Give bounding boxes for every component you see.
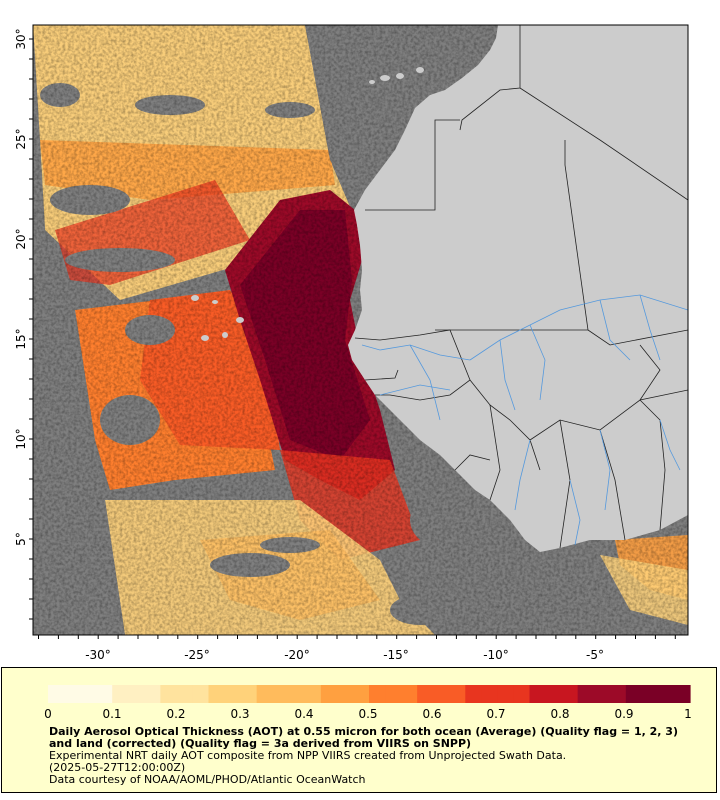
colorbar-step — [304, 685, 322, 703]
colorbar-step — [465, 685, 482, 703]
colorbar-step — [673, 685, 691, 703]
colorbar-step — [320, 685, 338, 703]
caption-source: Experimental NRT daily AOT composite fro… — [49, 749, 567, 762]
y-tick-label: 20° — [14, 228, 28, 249]
x-tick-label: -10° — [483, 648, 509, 662]
colorbar-tick-label: 0.6 — [422, 707, 441, 721]
x-tick-label: -15° — [383, 648, 409, 662]
x-tick-label: -30° — [85, 648, 111, 662]
colorbar-step — [545, 685, 563, 703]
colorbar-tick-label: 0.3 — [230, 707, 249, 721]
colorbar-step — [417, 685, 434, 703]
colorbar-tick-label: 0.5 — [358, 707, 377, 721]
y-tick-label: 15° — [14, 328, 28, 349]
colorbar-step — [224, 685, 242, 703]
x-tick-label: -20° — [284, 648, 310, 662]
y-tick-label: 5° — [14, 532, 28, 546]
colorbar-tick-label: 0.4 — [294, 707, 313, 721]
rivers — [361, 294, 688, 546]
colorbar-step — [176, 685, 194, 703]
land-africa — [348, 25, 688, 552]
colorbar-step — [369, 685, 386, 703]
cape-verde-islands — [191, 295, 244, 341]
colorbar-step — [609, 685, 627, 703]
colorbar-tick-label: 0.1 — [102, 707, 121, 721]
colorbar-step — [385, 685, 402, 703]
colorbar-step — [96, 685, 113, 703]
colorbar-step — [561, 685, 579, 703]
colorbar: 0 0.1 0.2 0.3 0.4 0.5 0.6 0.7 0.8 0.9 1 — [44, 685, 692, 721]
colorbar-step — [401, 685, 418, 703]
colorbar-tick-label: 0.9 — [614, 707, 633, 721]
colorbar-step — [577, 685, 595, 703]
x-tick-label: -5° — [586, 648, 604, 662]
colorbar-step — [481, 685, 498, 703]
legend-title: Daily Aerosol Optical Thickness (AOT) at… — [49, 725, 678, 750]
colorbar-step — [593, 685, 611, 703]
y-tick-marks — [29, 38, 33, 620]
map-plot: -30° -25° -20° -15° -10° -5° 30° 25° 20°… — [14, 24, 689, 662]
colorbar-step — [112, 685, 129, 703]
colorbar-step — [352, 685, 370, 703]
y-tick-label: 25° — [14, 128, 28, 149]
legend-panel: 0 0.1 0.2 0.3 0.4 0.5 0.6 0.7 0.8 0.9 1 … — [1, 667, 717, 793]
plot-frame — [32, 24, 689, 636]
colorbar-step — [497, 685, 515, 703]
x-tick-label: -25° — [184, 648, 210, 662]
colorbar-tick-label: 0 — [44, 707, 52, 721]
colorbar-step — [64, 685, 81, 703]
y-tick-label: 10° — [14, 428, 28, 449]
colorbar-step — [657, 685, 675, 703]
colorbar-step — [272, 685, 290, 703]
colorbar-step — [641, 685, 659, 703]
colorbar-step — [160, 685, 177, 703]
colorbar-step — [48, 685, 65, 703]
colorbar-tick-label: 0.2 — [166, 707, 185, 721]
colorbar-tick-label: 0.8 — [550, 707, 569, 721]
colorbar-step — [529, 685, 547, 703]
caption: Daily Aerosol Optical Thickness (AOT) at… — [49, 726, 699, 786]
colorbar-tick-label: 1 — [684, 707, 692, 721]
colorbar-step — [208, 685, 226, 703]
caption-credit: Data courtesy of NOAA/AOML/PHOD/Atlantic… — [49, 773, 366, 786]
colorbar-step — [625, 685, 643, 703]
colorbar-step — [144, 685, 161, 703]
colorbar-steps — [48, 685, 691, 703]
y-tick-label: 30° — [14, 28, 28, 49]
colorbar-step — [256, 685, 274, 703]
caption-date: (2025-05-27T12:00:00Z) — [49, 761, 186, 774]
colorbar-step — [513, 685, 531, 703]
colorbar-step — [128, 685, 145, 703]
colorbar-step — [240, 685, 258, 703]
colorbar-step — [336, 685, 354, 703]
colorbar-tick-label: 0.7 — [486, 707, 505, 721]
canary-islands — [369, 67, 424, 84]
colorbar-step — [192, 685, 210, 703]
colorbar-step — [288, 685, 306, 703]
x-tick-marks — [38, 635, 676, 639]
colorbar-step — [80, 685, 97, 703]
colorbar-step — [433, 685, 450, 703]
colorbar-step — [449, 685, 466, 703]
